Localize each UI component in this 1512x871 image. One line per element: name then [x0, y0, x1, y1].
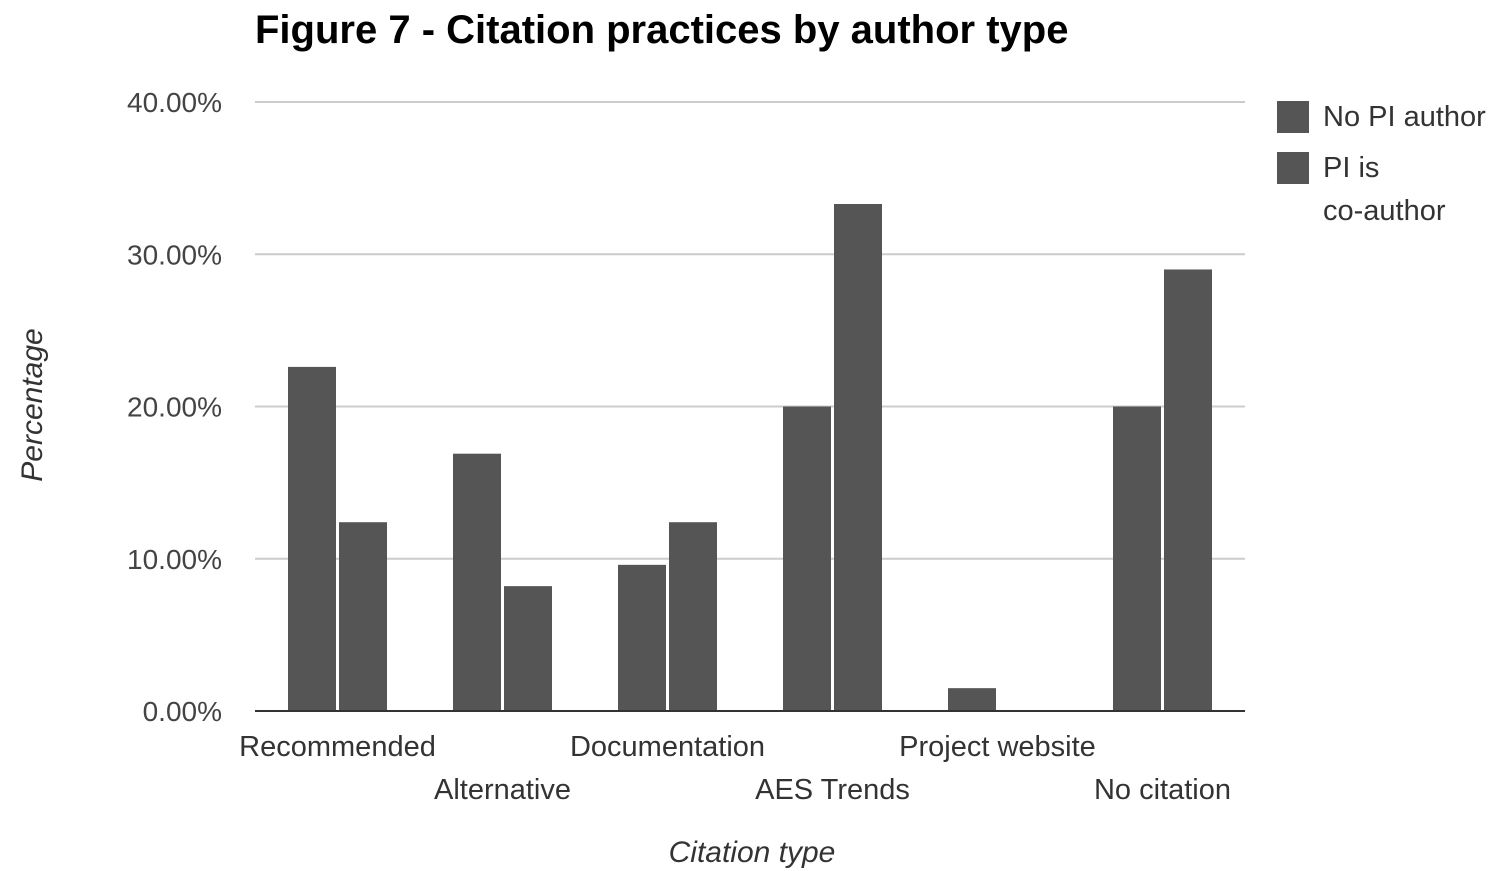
- y-tick-label: 20.00%: [127, 392, 222, 423]
- legend-label: No PI author: [1323, 101, 1486, 133]
- bars: [288, 204, 1212, 711]
- y-tick-label: 30.00%: [127, 239, 222, 270]
- y-axis-title: Percentage: [16, 328, 49, 481]
- bar-pi-co-author: [339, 522, 387, 711]
- x-category-label: AES Trends: [755, 774, 910, 806]
- bar-pi-co-author: [834, 204, 882, 711]
- y-tick-label: 10.00%: [127, 544, 222, 575]
- bar-no-pi-author: [618, 564, 666, 711]
- x-category-label: Project website: [899, 731, 1096, 763]
- bar-no-pi-author: [948, 688, 996, 711]
- x-category-labels: Recommended Alternative Documentation AES T…: [239, 731, 1231, 806]
- bar-pi-co-author: [669, 522, 717, 711]
- y-tick-labels: 0.00% 10.00% 20.00% 30.00% 40.00%: [127, 87, 222, 727]
- bar-pi-co-author: [1164, 269, 1212, 711]
- x-category-label: No citation: [1094, 774, 1231, 806]
- x-axis-title: Citation type: [669, 836, 836, 869]
- x-category-label: Recommended: [239, 731, 436, 763]
- chart-title: Figure 7 - Citation practices by author …: [255, 8, 1068, 52]
- y-tick-label: 0.00%: [143, 696, 222, 727]
- bar-no-pi-author: [288, 366, 336, 711]
- bar-no-pi-author: [453, 453, 501, 711]
- y-tick-label: 40.00%: [127, 87, 222, 118]
- bar-no-pi-author: [783, 406, 831, 711]
- bar-no-pi-author: [1113, 406, 1161, 711]
- legend: No PI author PI is co-author: [1277, 101, 1486, 227]
- x-category-label: Alternative: [434, 774, 571, 806]
- legend-swatch: [1277, 152, 1309, 184]
- x-category-label: Documentation: [570, 731, 765, 763]
- gridlines: [255, 101, 1245, 560]
- legend-label: PI is co-author: [1323, 152, 1446, 227]
- legend-swatch: [1277, 101, 1309, 133]
- bar-pi-co-author: [504, 586, 552, 711]
